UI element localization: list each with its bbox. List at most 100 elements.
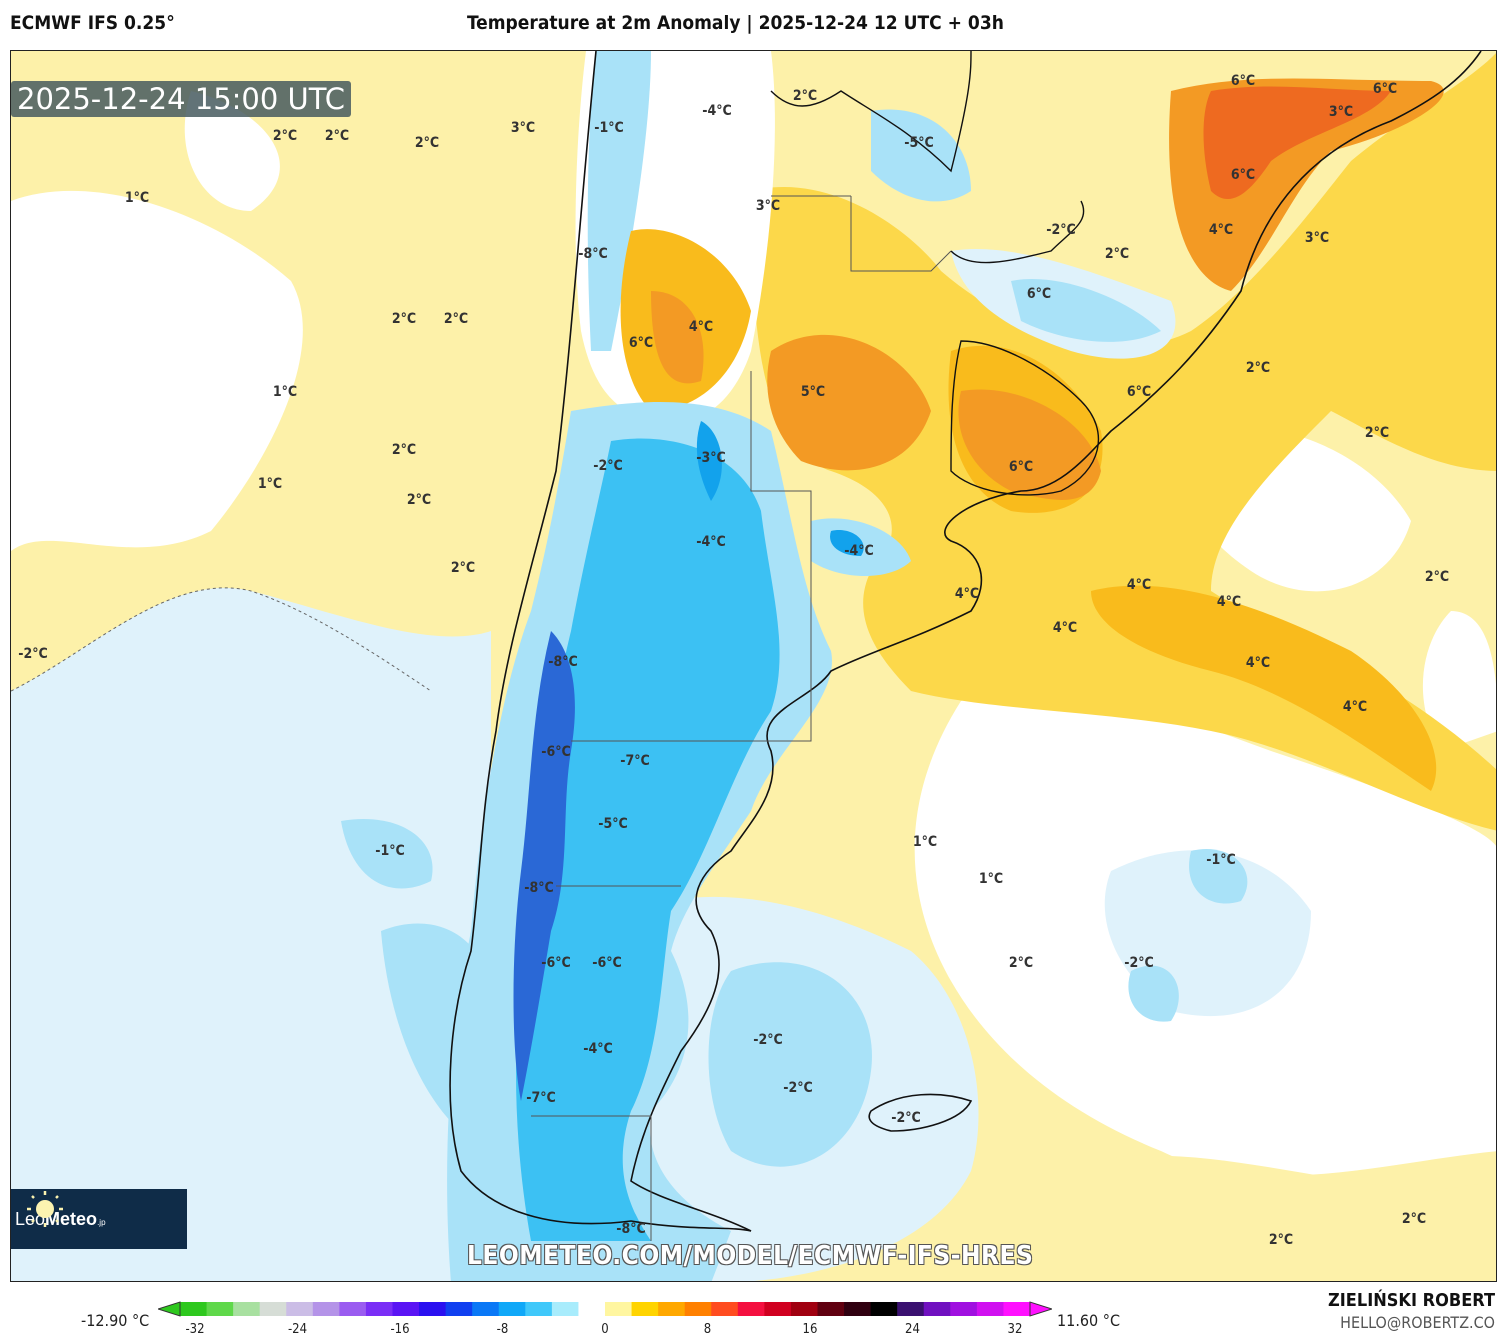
colorbar-tick: -32 bbox=[185, 1322, 205, 1337]
anomaly-map[interactable]: 2°C 2°C 2°C 3°C 1°C -1°C -4°C 2°C -5°C 6°C 6°C 3°C 6… bbox=[10, 50, 1497, 1282]
colorbar-swatch bbox=[365, 1302, 393, 1316]
contour-label: 4°C bbox=[1126, 577, 1152, 593]
colorbar-swatch bbox=[1003, 1302, 1031, 1316]
colorbar-tick: 16 bbox=[802, 1322, 818, 1337]
contour-label: -8°C bbox=[616, 1221, 646, 1237]
contour-label: 1°C bbox=[124, 190, 150, 206]
contour-label: 2°C bbox=[391, 442, 417, 458]
contour-label: 2°C bbox=[1268, 1232, 1294, 1248]
colorbar-swatch bbox=[790, 1302, 818, 1316]
contour-label: 4°C bbox=[1208, 222, 1234, 238]
contour-label: 2°C bbox=[1008, 955, 1034, 971]
contour-label: 2°C bbox=[1424, 569, 1450, 585]
contour-label: 4°C bbox=[954, 586, 980, 602]
contour-label: -2°C bbox=[891, 1110, 921, 1126]
contour-label: -6°C bbox=[541, 955, 571, 971]
contour-label: 3°C bbox=[510, 120, 536, 136]
colorbar-max-label: 11.60 °C bbox=[1057, 1311, 1121, 1330]
contour-label: 4°C bbox=[1052, 620, 1078, 636]
colorbar-tick: 32 bbox=[1007, 1322, 1023, 1337]
colorbar-swatch bbox=[844, 1302, 872, 1316]
contour-label: -5°C bbox=[598, 816, 628, 832]
contour-label: 3°C bbox=[755, 198, 781, 214]
colorbar-swatch bbox=[180, 1302, 208, 1316]
contour-label: 2°C bbox=[272, 128, 298, 144]
colorbar-extend-arrow bbox=[1029, 1301, 1052, 1317]
colorbar-tick: -8 bbox=[496, 1322, 509, 1337]
colorbar-swatch bbox=[897, 1302, 925, 1316]
contour-label: 2°C bbox=[1364, 425, 1390, 441]
model-name: ECMWF IFS 0.25° bbox=[10, 12, 175, 34]
contour-label: 6°C bbox=[1008, 459, 1034, 475]
colorbar-swatch bbox=[312, 1302, 340, 1316]
contour-label: 1°C bbox=[257, 476, 283, 492]
colorbar-swatch bbox=[631, 1302, 659, 1316]
patagonia-cold bbox=[447, 402, 911, 1281]
colorbar-swatch bbox=[950, 1302, 978, 1316]
colorbar-swatch bbox=[392, 1302, 420, 1316]
country-borders bbox=[770, 51, 1100, 496]
contour-label: 4°C bbox=[1245, 655, 1271, 671]
cold-ocean-east bbox=[631, 849, 1311, 1281]
colorbar-tick: -16 bbox=[390, 1322, 410, 1337]
contour-label: -1°C bbox=[375, 843, 405, 859]
contour-label: -4°C bbox=[583, 1041, 613, 1057]
contour-label: 2°C bbox=[324, 128, 350, 144]
colorbar-swatch bbox=[764, 1302, 792, 1316]
colorbar-tick: 8 bbox=[703, 1322, 712, 1337]
colorbar-swatch bbox=[578, 1302, 606, 1316]
contour-label: -2°C bbox=[593, 458, 623, 474]
contour-label: -3°C bbox=[696, 450, 726, 466]
contour-label: -4°C bbox=[702, 103, 732, 119]
valid-time-badge: 2025-12-24 15:00 UTC bbox=[11, 81, 352, 117]
colorbar-tick: -24 bbox=[287, 1322, 308, 1337]
colorbar-swatch bbox=[206, 1302, 234, 1316]
contour-label: 5°C bbox=[800, 384, 826, 400]
contour-label: -2°C bbox=[1124, 955, 1154, 971]
contour-label: -2°C bbox=[18, 646, 48, 662]
contour-label: -8°C bbox=[548, 654, 578, 670]
colorbar-swatch bbox=[817, 1302, 845, 1316]
colorbar-swatch bbox=[737, 1302, 765, 1316]
colorbar-swatch bbox=[286, 1302, 314, 1316]
colorbar bbox=[158, 1301, 1052, 1317]
contour-label: 2°C bbox=[406, 492, 432, 508]
colorbar-swatch bbox=[711, 1302, 739, 1316]
colorbar-swatch bbox=[870, 1302, 898, 1316]
colorbar-swatch bbox=[684, 1302, 712, 1316]
contour-label: 4°C bbox=[1216, 594, 1242, 610]
contour-label: -1°C bbox=[594, 120, 624, 136]
colorbar-swatch bbox=[498, 1302, 526, 1316]
contour-label: 2°C bbox=[414, 135, 440, 151]
watermark-url: LEOMETEO.COM/MODEL/ECMWF-IFS-HRES bbox=[467, 1241, 1034, 1271]
contour-label: -1°C bbox=[1206, 852, 1236, 868]
contour-label: 6°C bbox=[1230, 73, 1256, 89]
andes-region bbox=[575, 51, 1176, 424]
contour-label: -6°C bbox=[592, 955, 622, 971]
colorbar-swatch bbox=[551, 1302, 579, 1316]
contour-label: -6°C bbox=[541, 744, 571, 760]
contour-label: 6°C bbox=[1230, 167, 1256, 183]
contour-label: 2°C bbox=[1401, 1211, 1427, 1227]
contour-label: 1°C bbox=[272, 384, 298, 400]
contour-label: 6°C bbox=[1126, 384, 1152, 400]
contour-label: -4°C bbox=[844, 543, 874, 559]
contour-label: -5°C bbox=[904, 135, 934, 151]
contour-label: 2°C bbox=[443, 311, 469, 327]
colorbar-swatch bbox=[445, 1302, 473, 1316]
colorbar-extend-arrow bbox=[158, 1301, 181, 1317]
contour-label: 4°C bbox=[1342, 699, 1368, 715]
contour-label: 3°C bbox=[1328, 104, 1354, 120]
colorbar-tick: 0 bbox=[601, 1322, 609, 1337]
contour-label: -2°C bbox=[783, 1080, 813, 1096]
contour-label: -7°C bbox=[620, 753, 650, 769]
colorbar-swatch bbox=[525, 1302, 553, 1316]
warm-south bbox=[1091, 1155, 1496, 1281]
colorbar-swatch bbox=[259, 1302, 287, 1316]
colorbar-swatch bbox=[976, 1302, 1004, 1316]
author-name: ZIELIŃSKI ROBERT bbox=[1328, 1290, 1495, 1311]
contour-label: -8°C bbox=[578, 246, 608, 262]
colorbar-swatch bbox=[923, 1302, 951, 1316]
colorbar-tick: 24 bbox=[905, 1322, 920, 1337]
contour-label: 3°C bbox=[1304, 230, 1330, 246]
